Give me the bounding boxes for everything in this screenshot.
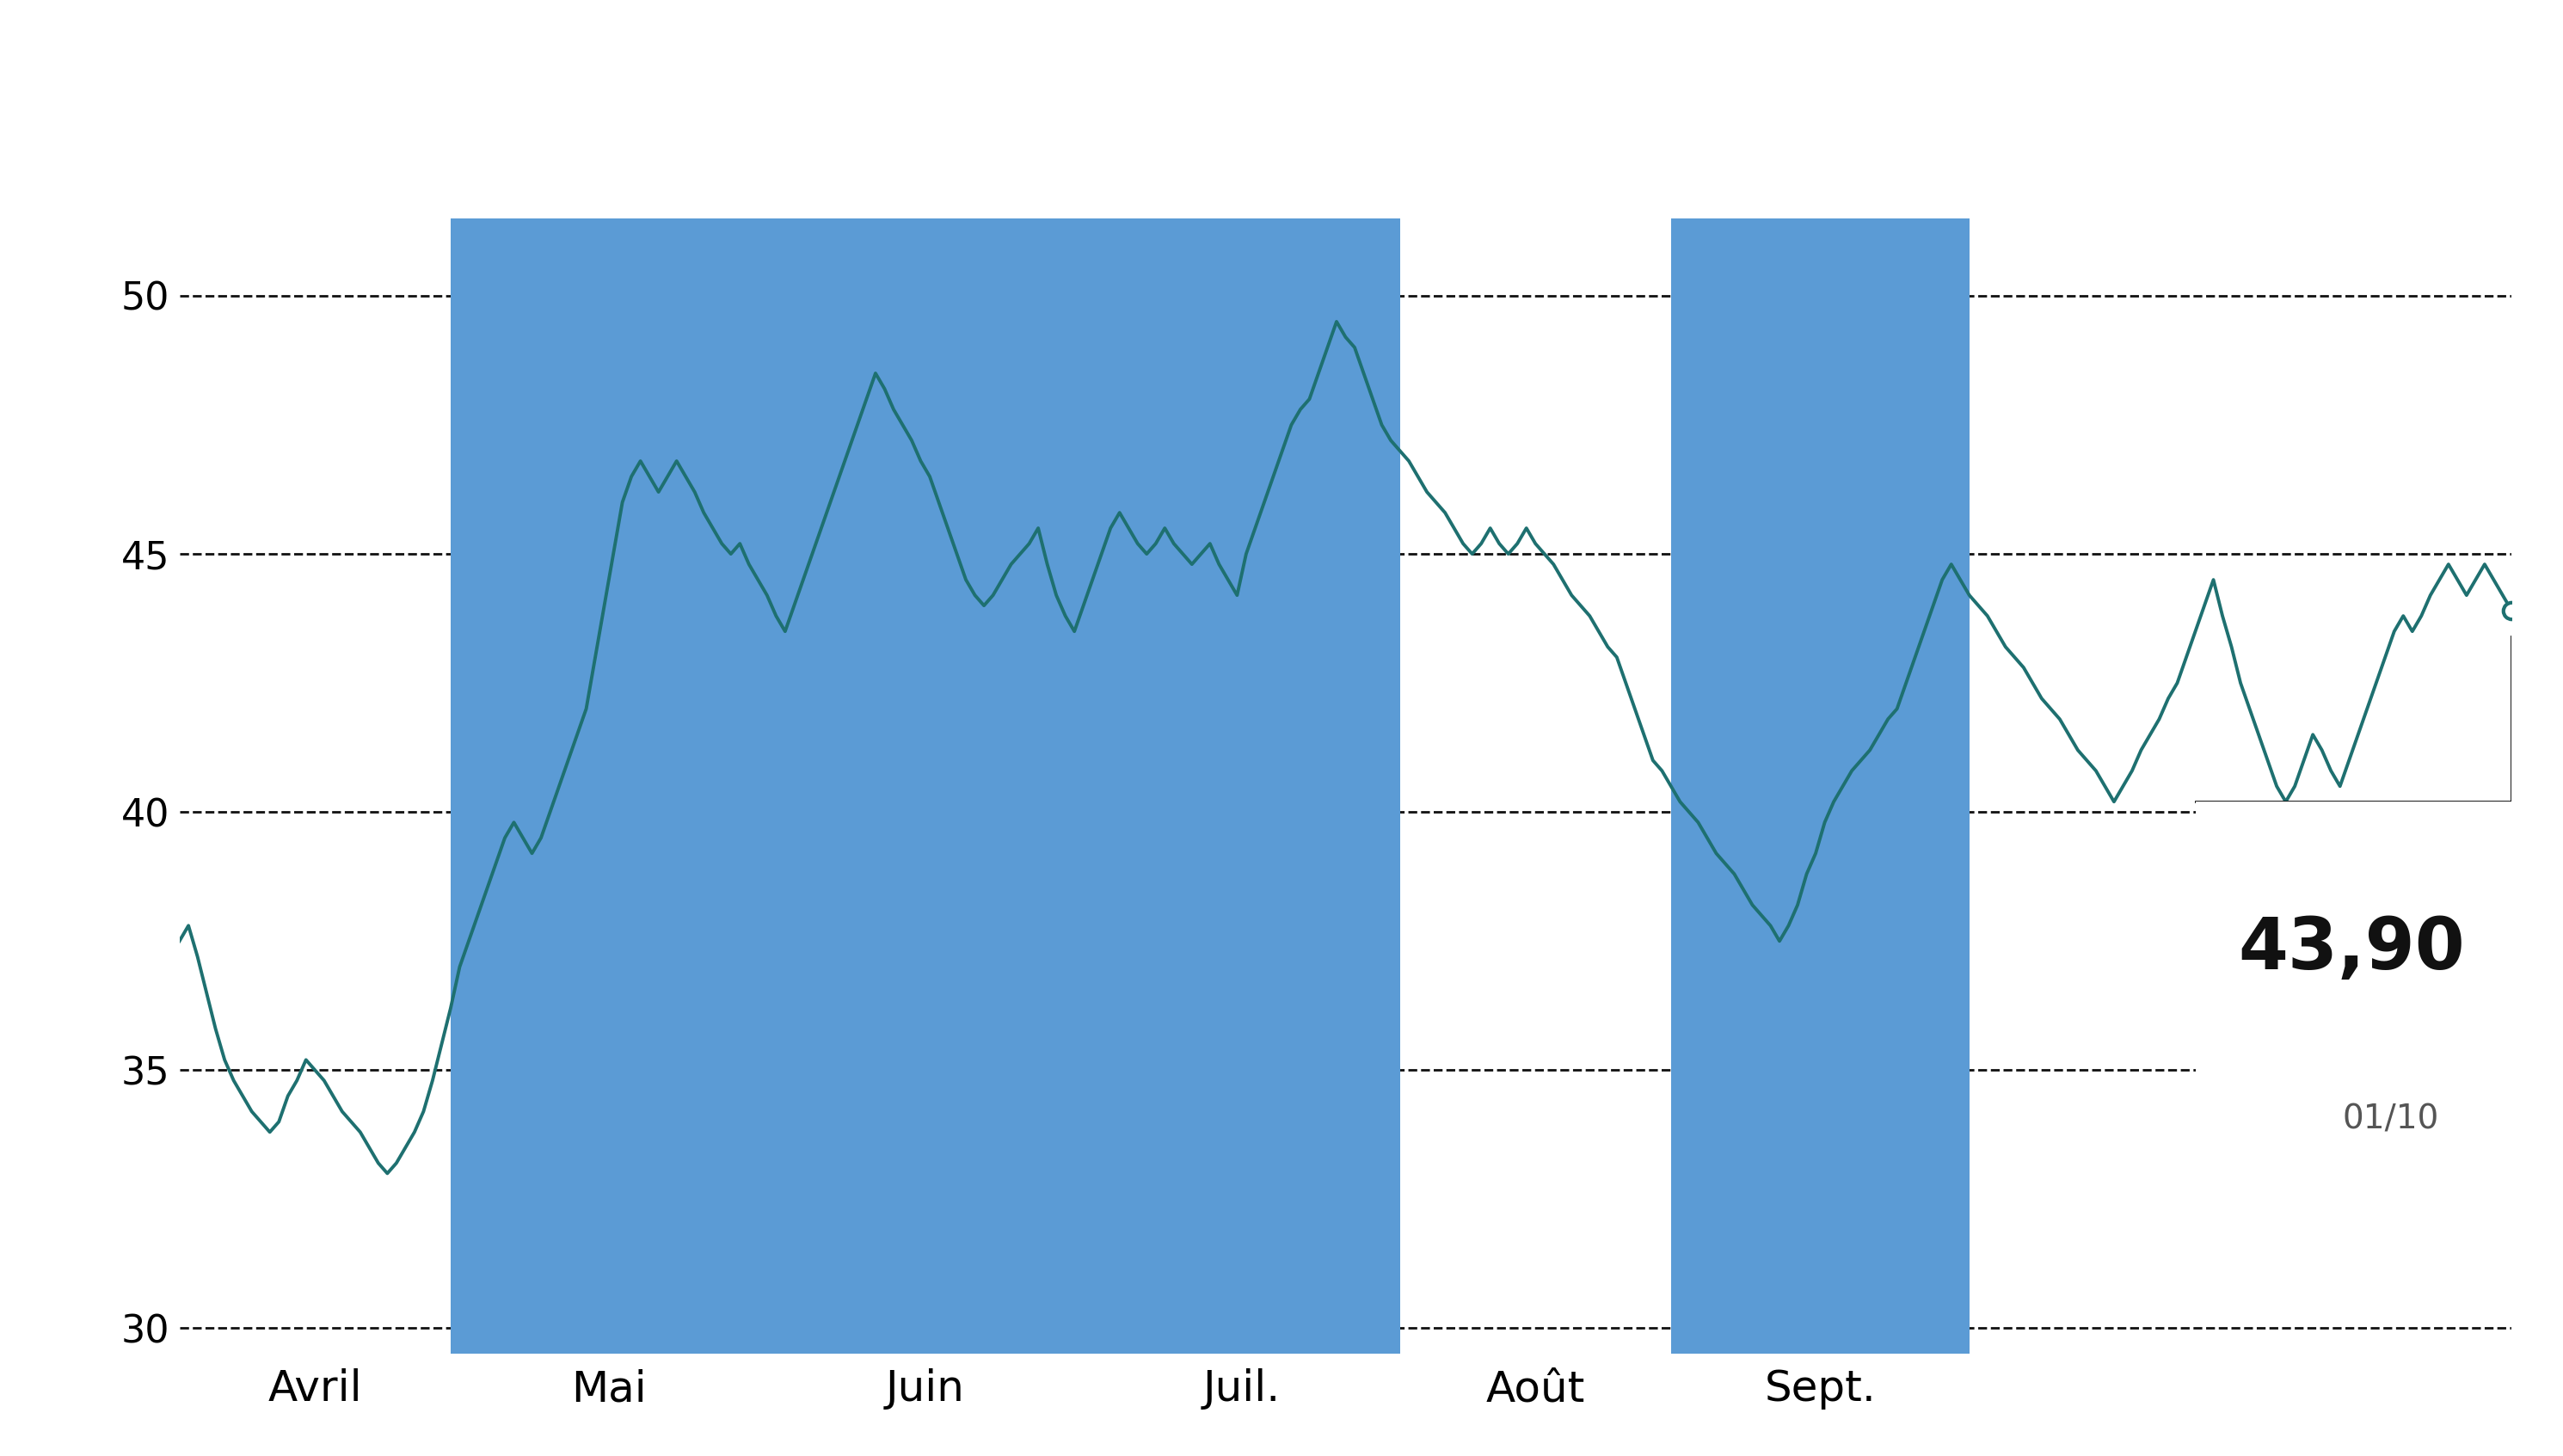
Bar xyxy=(451,218,766,1354)
Text: 43,90: 43,90 xyxy=(2237,914,2466,984)
Bar xyxy=(1671,218,1968,1354)
Bar xyxy=(2196,802,2522,1190)
Bar xyxy=(766,218,1084,1354)
Text: 01/10: 01/10 xyxy=(2343,1102,2440,1136)
Bar xyxy=(1084,218,1399,1354)
Text: Eckert & Ziegler Strahlen- und Medizintechnik AG: Eckert & Ziegler Strahlen- und Medizinte… xyxy=(0,48,2563,141)
